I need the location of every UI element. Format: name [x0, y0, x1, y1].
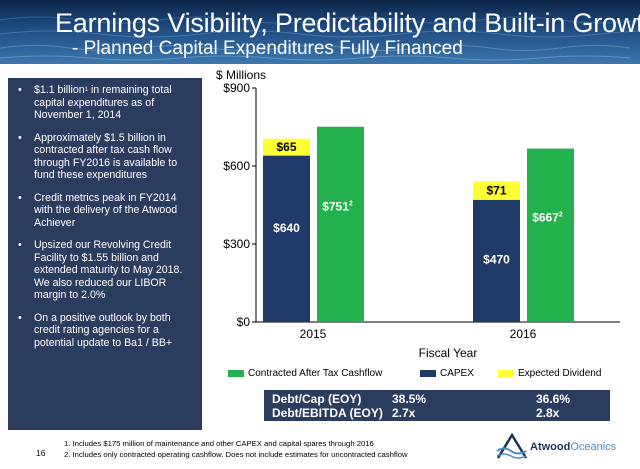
bar-dividend [473, 181, 520, 200]
x-tick-label: 2016 [510, 327, 537, 341]
footnote: 1. Includes $175 million of maintenance … [64, 439, 374, 448]
legend-item-cashflow: Contracted After Tax Cashflow [228, 368, 382, 379]
credit-metrics-table: Debt/Cap (EOY) 38.5% 36.6% Debt/EBITDA (… [264, 390, 610, 421]
bar-cashflow [527, 148, 574, 322]
page-number: 16 [36, 448, 46, 458]
legend-label: Contracted After Tax Cashflow [248, 368, 383, 379]
bar-cashflow [317, 126, 364, 322]
highlight-item: • Credit metrics peak in FY2014 with the … [18, 192, 196, 230]
ocean-waves-graphic [0, 16, 640, 61]
atwood-logo-icon [496, 432, 528, 459]
data-label-dividend: $71 [486, 184, 506, 198]
bar-capex [473, 199, 520, 322]
data-label-cashflow: $6672 [532, 210, 563, 224]
y-tick-label: $600 [223, 159, 250, 173]
highlight-text-rest: in remaining total capital expenditures … [34, 84, 172, 121]
highlight-item: • Upsized our Revolving Credit Facility t… [18, 239, 196, 302]
highlight-text: On a positive outlook by both credit rat… [34, 311, 173, 349]
y-tick-label: $900 [223, 81, 250, 95]
company-logo-text: AtwoodOceanics [530, 441, 616, 453]
data-label-cashflow: $7512 [322, 200, 353, 214]
bar-capex [263, 155, 310, 322]
footnotes: 1. Includes $175 million of maintenance … [64, 438, 408, 460]
metric-label: Debt/Cap (EOY) [272, 392, 362, 406]
highlight-text: Credit metrics peak in FY2014 with the d… [34, 191, 178, 229]
metric-value-2016: 36.6% [536, 392, 571, 406]
metric-label: Debt/EBITDA (EOY) [272, 406, 383, 420]
logo-word-1: Atwood [530, 441, 571, 453]
highlight-text: $1.1 billion [34, 84, 85, 96]
header-banner: Earnings Visibility, Predictability and … [0, 0, 640, 64]
metric-value-2016: 2.8x [536, 406, 560, 420]
bullet: • [18, 131, 22, 144]
bullet: • [18, 239, 22, 251]
legend-label: CAPEX [440, 368, 474, 379]
highlights-panel: • $1.1 billion1 in remaining total capita… [8, 78, 202, 430]
data-label-capex: $640 [273, 221, 300, 235]
footnote-ref: 1 [84, 87, 88, 93]
legend-swatch-capex [420, 370, 436, 377]
data-label-footnote: 2 [559, 211, 563, 218]
x-tick-label: 2015 [300, 327, 327, 341]
highlight-item: • $1.1 billion1 in remaining total capita… [18, 84, 196, 122]
highlight-text: Approximately $1.5 billion in contracted… [34, 131, 178, 182]
legend-swatch-cashflow [228, 370, 244, 377]
highlights-list: • $1.1 billion1 in remaining total capita… [8, 78, 202, 349]
highlight-item: • Approximately $1.5 billion in contracte… [18, 132, 196, 182]
data-label-dividend: $65 [276, 140, 296, 154]
bullet: • [18, 191, 22, 204]
y-tick-label: $0 [237, 315, 251, 329]
logo-word-2: Oceanics [570, 441, 617, 453]
legend-label: Expected Dividend [518, 368, 602, 379]
legend-item-capex: CAPEX [420, 368, 474, 379]
metric-value-2015: 2.7x [392, 406, 416, 420]
bar-dividend [263, 138, 310, 156]
highlight-text: Upsized our Revolving Credit Facility to… [34, 239, 183, 301]
legend-item-dividend: Expected Dividend [498, 368, 601, 379]
y-unit-label: $ Millions [216, 68, 267, 82]
data-label-capex: $470 [483, 252, 510, 266]
metric-value-2015: 38.5% [392, 392, 427, 406]
y-tick-label: $300 [223, 237, 250, 251]
footnote: 2. Includes only contracted operating ca… [64, 450, 408, 459]
legend-swatch-dividend [498, 370, 514, 377]
page-title: Earnings Visibility, Predictability and … [55, 8, 640, 38]
highlight-item: • On a positive outlook by both credit ra… [18, 312, 196, 350]
page-subtitle: - Planned Capital Expenditures Fully Fin… [72, 38, 463, 59]
data-label-footnote: 2 [349, 201, 353, 208]
x-axis-title: Fiscal Year [419, 346, 478, 360]
bullet: • [18, 311, 22, 324]
capex-bar-chart: $0 $300 $600 $900 $640 $65 $7512 2015 $470 $71 $66… [223, 81, 620, 360]
bullet: • [18, 84, 22, 96]
